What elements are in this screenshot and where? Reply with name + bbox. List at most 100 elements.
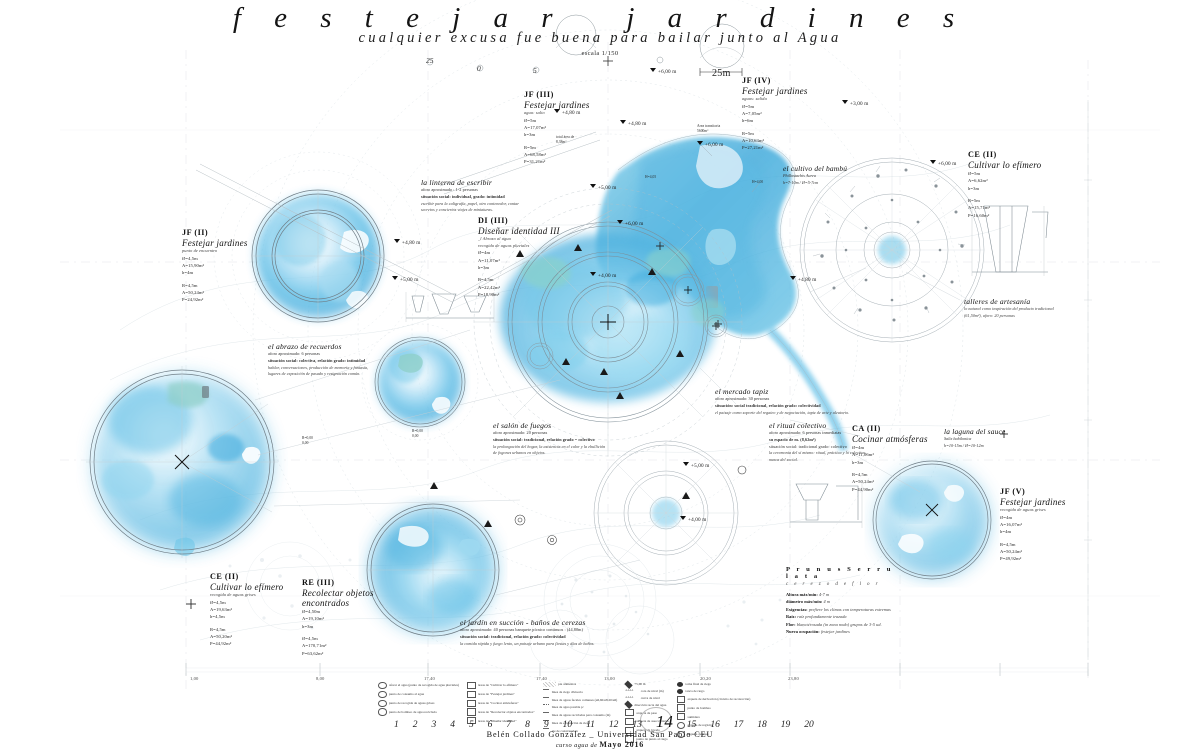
level-value: +6,00 m [625, 221, 644, 227]
program-block-ceii: CE (II) Cultivar lo efímero recogida de ag… [210, 572, 328, 648]
level-tag: +4,80 m [394, 239, 420, 246]
legend-item: dirección recta del agua [624, 700, 668, 710]
page-title: f e s t e j a r j a r d i n e s [232, 2, 968, 34]
species-value: blanca/rosada (in zona nodo) grupos de 3… [796, 621, 882, 627]
block-metric: P=18,90m² [478, 292, 500, 298]
annotation-desc: lugares de exposición de pasado y resign… [268, 371, 361, 377]
level-marker-icon [650, 68, 656, 72]
annotation-desc: (61,50m²), aforo: 20 personas [964, 312, 1015, 318]
block-code: CA (II) [852, 424, 881, 433]
legend-item: áreas de "Cultivar lo efímero" [467, 682, 535, 690]
legend-square-icon [625, 726, 634, 734]
highlight-circle [640, 707, 672, 733]
legend-item-label: pie alimentos [558, 682, 577, 687]
block-metric: Ø=4,50m [302, 609, 321, 614]
level-value: +5,00 m [598, 185, 617, 191]
dimension-line: H=4,05 [645, 175, 657, 179]
legend-column-3: pie alimentos línea de riego divisoria lín… [542, 682, 618, 743]
annotation-line: aforo aproximado: 6 personas [268, 351, 321, 356]
level-tag: +4,80 m [790, 276, 816, 283]
species-row: Altura máx/mín: 4-7 m [786, 591, 898, 598]
legend-dashdot-line-icon [542, 712, 550, 718]
dimension-note: H=4,00 [752, 180, 763, 185]
legend-circle-icon [676, 730, 685, 738]
legend-square-icon [467, 690, 476, 698]
block-metric: R=4,5m [478, 277, 494, 283]
species-row: Exigencias: prefiere los climas con temp… [786, 606, 898, 613]
block-metric: A=17,07m² [524, 125, 547, 130]
course-credit: curso agua de Mayo 2016 [0, 740, 1200, 749]
level-marker-icon [590, 184, 596, 188]
block-code: JF (V) [1000, 487, 1026, 496]
annotation-line: situación social: tradicional, relación … [460, 633, 566, 639]
scale-number-20: 20 [804, 720, 814, 730]
scale-number-3: 3 [431, 720, 437, 730]
legend-square-icon [625, 709, 634, 717]
plant-label-la-laguna-del-sauce: la laguna del sauce Salix babilonica h=10-… [944, 427, 1005, 449]
legend-item: sumidero [676, 713, 751, 721]
legend-item-label: eje de construcción [551, 728, 578, 733]
level-tag: +5,00 m [392, 276, 418, 283]
block-metric: A=19,63m² [210, 607, 233, 612]
dimension-note: Area transitoria 5600m² [697, 124, 720, 135]
legend-item-label: línea de riego divisoria [551, 689, 583, 694]
dimension-line: H=4,00 [752, 180, 764, 184]
annotation-talleres-de-artesan-a: talleres de artesanía lo natural como ins… [964, 297, 1054, 319]
annotation-line: aforo aproximado: 6 personas inmediatas [769, 430, 842, 435]
annotation-el-sal-n-de-fuegos: el salón de fuegos aforo aproximado: 20 p… [493, 421, 605, 457]
block-metric: R=5m [968, 198, 980, 204]
annotation-line: su espacio de m. (8,62m²) [769, 436, 816, 442]
legend-circle-icon [676, 721, 685, 730]
annotation-title: el ritual colectivo [769, 421, 827, 430]
annotation-desc: nunca del social. [769, 457, 798, 463]
dimension-line: 8,38m² [556, 140, 567, 145]
scale-number-1: 1 [394, 720, 399, 730]
block-code: JF (III) [524, 90, 554, 99]
annotation-desc: la ceremonia del sí mismo: ritual, práct… [769, 450, 867, 456]
legend-item-label: línea de aguas fecales comunes (ø6,60/ø8… [551, 697, 618, 702]
annotation-desc: la comida rápida y fuego lento, un paisa… [460, 640, 595, 646]
legend-item-label: curva de nivel [640, 696, 660, 701]
block-metric: A=50,24m² [1000, 549, 1023, 555]
level-value: +4,80 m [402, 240, 421, 246]
legend-item-label: punto de recogida de aguas grises [389, 701, 435, 706]
scale-tick-1: 0 [477, 64, 481, 73]
scale-number-13: 13 [632, 720, 642, 730]
program-block-jfiv: JF (IV) Festejar jardines aguas: salida Ø=5… [742, 76, 860, 152]
annotation-desc: de fogones urbanos en objetos. [493, 450, 546, 456]
scale-tick-0: 25 [426, 56, 434, 65]
block-metric: h=4m [1000, 529, 1012, 535]
program-block-diiii: DI (III) Diseñar identidad III _l Abrazo a… [478, 216, 596, 298]
annotation-el-mercado-tapiz: el mercado tapiz aforo aproximado: 30 per… [715, 387, 849, 416]
block-metric: A=19,10m² [302, 616, 325, 622]
legend-dot-icon [676, 688, 683, 694]
legend-item: áreas de "Festejar jardines" [467, 690, 535, 698]
level-tag: +6,00 m [617, 220, 643, 227]
level-value: +5,00 m [691, 463, 710, 469]
legend-column-2: áreas de "Cultivar lo efímero" áreas de "… [467, 682, 535, 743]
legend-item: línea de evacuación de riego [542, 719, 618, 726]
legend-item-label: arqueta de registro [687, 723, 713, 728]
legend-triangle-icon [624, 680, 633, 689]
legend-item: arqueta de derivación (circuito de recol… [676, 695, 751, 703]
legend-solid-line-icon [542, 688, 550, 695]
annotation-el-jard-n-en-succi-n-ba-os-de-cerezas: el jardín en succión - baños de cerezas a… [460, 618, 595, 647]
plant-title: el cultivo del bambú [783, 164, 848, 173]
block-metric: Ø=5m [524, 117, 537, 123]
annotation-el-abrazo-de-recuerdos: el abrazo de recuerdos aforo aproximado: … [268, 342, 368, 378]
block-sub2: recogida de aguas pluviales [478, 242, 530, 248]
legend-square-icon [625, 717, 634, 726]
legend-item: +5,00 m [624, 680, 668, 689]
dimension-note: R=0,00 0,00 [302, 436, 313, 447]
legend-column-5: toma final de riego tanca de riego arqueta… [676, 682, 751, 743]
dimension-line: total área de [556, 135, 575, 139]
block-metric: A=50,24m² [852, 479, 875, 485]
species-value: 4-7 m [818, 592, 830, 597]
scale-number-8: 8 [525, 720, 530, 730]
legend-item: aforar el agua (punto de recogida de agu… [378, 682, 459, 690]
legend-item: punto de punto al riego [625, 735, 668, 743]
legend-item-label: punto de bombeo de agua reciclada [389, 709, 437, 714]
level-tag: +6,00 m [930, 160, 956, 167]
level-tag: +6,00 m [650, 68, 676, 75]
legend-square-icon [467, 682, 476, 690]
